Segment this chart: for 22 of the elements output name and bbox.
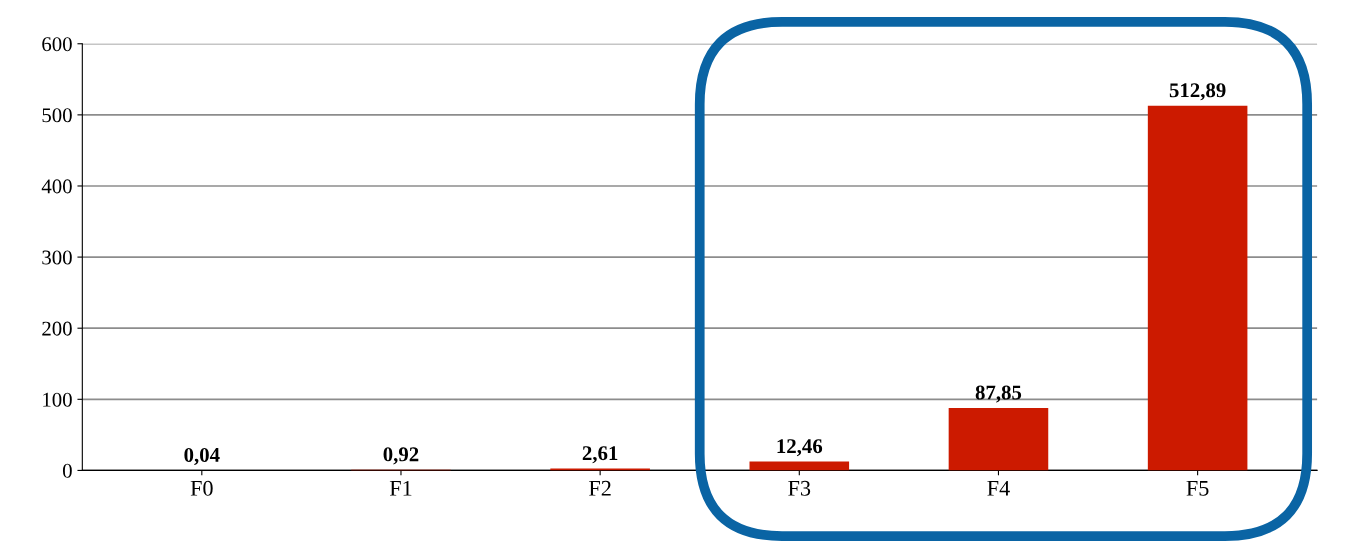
y-tick-label: 200 [42, 321, 72, 336]
data-label: 512,89 [1169, 83, 1226, 101]
bar [749, 461, 850, 471]
data-label: 0,04 [184, 447, 220, 466]
y-tick-label: 100 [43, 392, 72, 407]
bar [948, 407, 1049, 471]
y-tick-label: 600 [42, 37, 72, 52]
y-tick-label: 500 [42, 108, 72, 123]
x-tick-label: F1 [389, 480, 412, 496]
x-tick-label: F4 [987, 480, 1010, 496]
data-label: 87,85 [975, 385, 1022, 403]
data-label: 0,92 [383, 447, 419, 465]
data-label: 12,46 [777, 439, 823, 457]
y-tick-label: 0 [62, 463, 72, 478]
x-tick-label: F3 [788, 480, 811, 496]
x-tick-label: F5 [1186, 481, 1209, 496]
data-label: 2,61 [582, 446, 618, 464]
bar [1147, 105, 1248, 471]
y-tick-label: 300 [42, 250, 72, 265]
x-tick-label: F0 [190, 480, 213, 496]
y-tick-label: 400 [41, 179, 72, 194]
x-tick-label: F2 [589, 480, 611, 496]
